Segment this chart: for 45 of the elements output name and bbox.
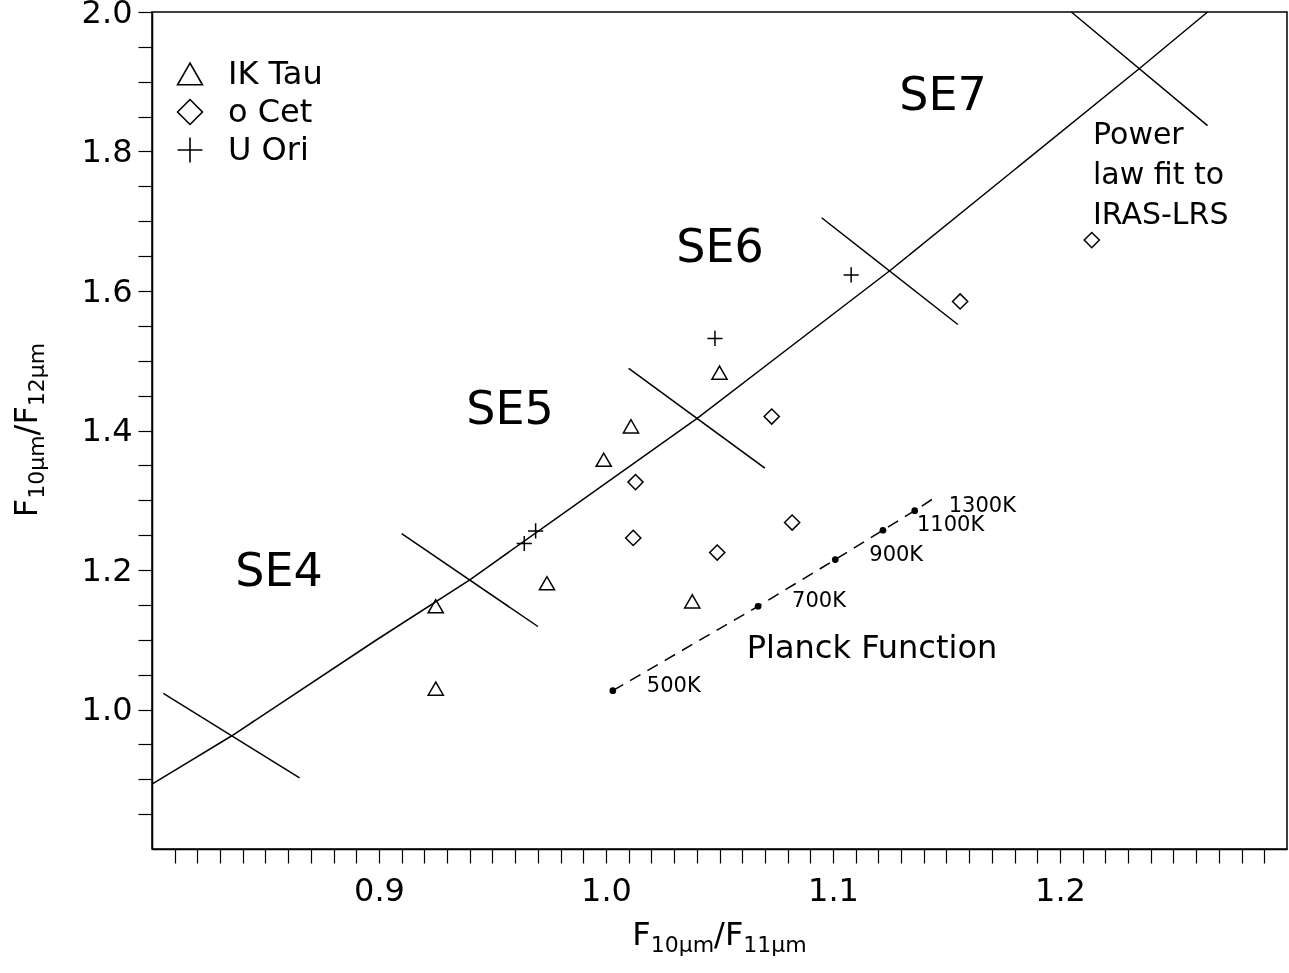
- annotation: Power law fit to IRAS-LRS: [1093, 116, 1229, 231]
- point: [622, 419, 640, 434]
- point: [1083, 231, 1101, 249]
- x-tick-label: 1.1: [808, 870, 859, 909]
- annotation: 1100K: [916, 512, 986, 537]
- point: [831, 556, 839, 563]
- x-tick-label: 1.0: [581, 870, 632, 909]
- point: [609, 687, 617, 695]
- point: [763, 408, 781, 425]
- y-tick-label: 1.0: [81, 690, 133, 728]
- point: [783, 514, 801, 531]
- point: [879, 526, 887, 534]
- point: [951, 293, 969, 310]
- point: [683, 594, 701, 609]
- legend-label: U Ori: [228, 130, 309, 168]
- annotation: 700K: [792, 588, 848, 613]
- annotation: SE4: [235, 543, 323, 597]
- annotation: 500K: [646, 672, 702, 697]
- point: [911, 507, 919, 515]
- annotation: SE7: [899, 67, 987, 121]
- x-tick-label: 1.2: [1035, 870, 1086, 909]
- point: [515, 535, 533, 552]
- y-tick-label: 1.8: [81, 132, 133, 170]
- y-tick-label: 1.2: [81, 550, 133, 589]
- point: [706, 330, 724, 347]
- point: [711, 365, 728, 380]
- annotation: 900K: [869, 541, 925, 566]
- legend-label: IK Tau: [228, 54, 323, 92]
- annotation: SE6: [676, 219, 764, 273]
- point: [708, 544, 726, 561]
- point: [627, 473, 644, 491]
- y-tick-label: 1.4: [81, 411, 133, 449]
- point: [538, 575, 556, 591]
- point: [624, 529, 642, 547]
- point: [595, 452, 613, 468]
- legend-label: o Cet: [228, 92, 313, 130]
- point: [527, 522, 544, 540]
- annotation: SE5: [466, 381, 554, 435]
- x-axis-title: F$_{10μm}$/F$_{11μm}$: [631, 915, 808, 958]
- point: [427, 681, 445, 696]
- y-tick-label: 1.6: [81, 271, 133, 310]
- point: [754, 602, 762, 610]
- x-tick-label: 0.9: [354, 870, 405, 909]
- annotation: Planck Function: [746, 628, 998, 666]
- point: [427, 598, 445, 614]
